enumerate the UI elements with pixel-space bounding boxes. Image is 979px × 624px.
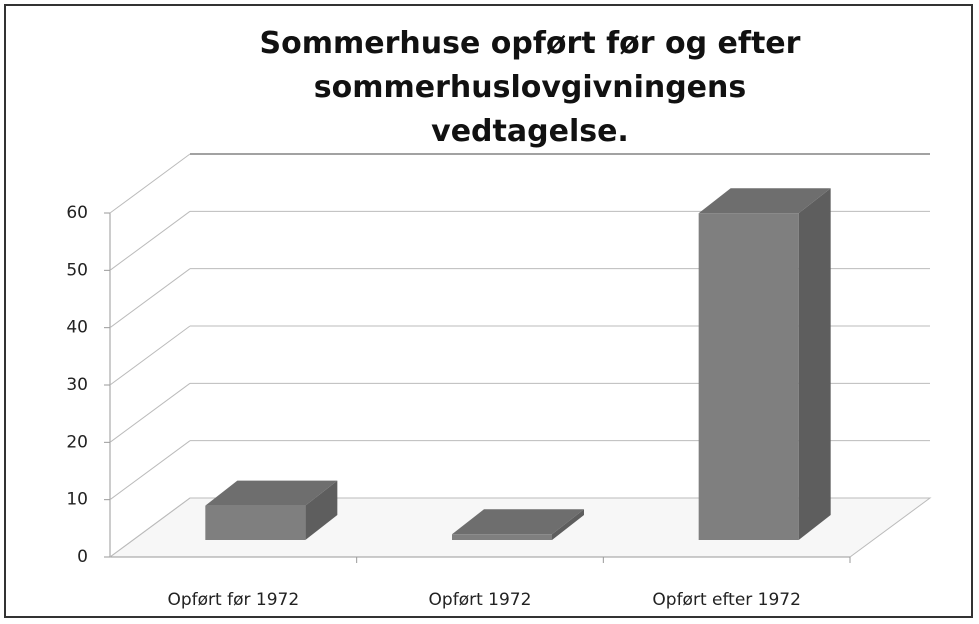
y-tick-label: 30 (66, 375, 88, 395)
side-grid-line (109, 268, 191, 329)
y-tick-label: 20 (66, 432, 88, 452)
side-grid-line (109, 440, 191, 501)
bar-side (305, 480, 338, 540)
side-grid-line (109, 210, 191, 271)
bar-top (698, 188, 831, 214)
x-tick-label: Opført efter 1972 (652, 590, 801, 610)
bar-top (452, 509, 584, 535)
y-tick-label: 50 (66, 260, 88, 280)
bar-top (205, 480, 338, 506)
side-grid-line (109, 325, 191, 386)
chart-frame (4, 4, 973, 618)
side-grid-line (109, 497, 191, 558)
chart-title: Sommerhuse opført før og efter sommerhus… (259, 26, 801, 149)
bar-side (798, 188, 831, 540)
side-grid-line (109, 382, 191, 443)
y-tick-label: 0 (77, 547, 88, 567)
y-tick-label: 40 (66, 318, 88, 338)
y-tick-label: 60 (66, 203, 88, 223)
bar (205, 505, 306, 540)
bar (452, 534, 552, 540)
y-tick-label: 10 (66, 490, 88, 510)
bar (698, 213, 799, 540)
bar-side (552, 509, 584, 540)
x-tick-label: Opført før 1972 (167, 590, 299, 610)
x-tick-label: Opført 1972 (429, 590, 532, 610)
side-grid-line (109, 153, 191, 214)
